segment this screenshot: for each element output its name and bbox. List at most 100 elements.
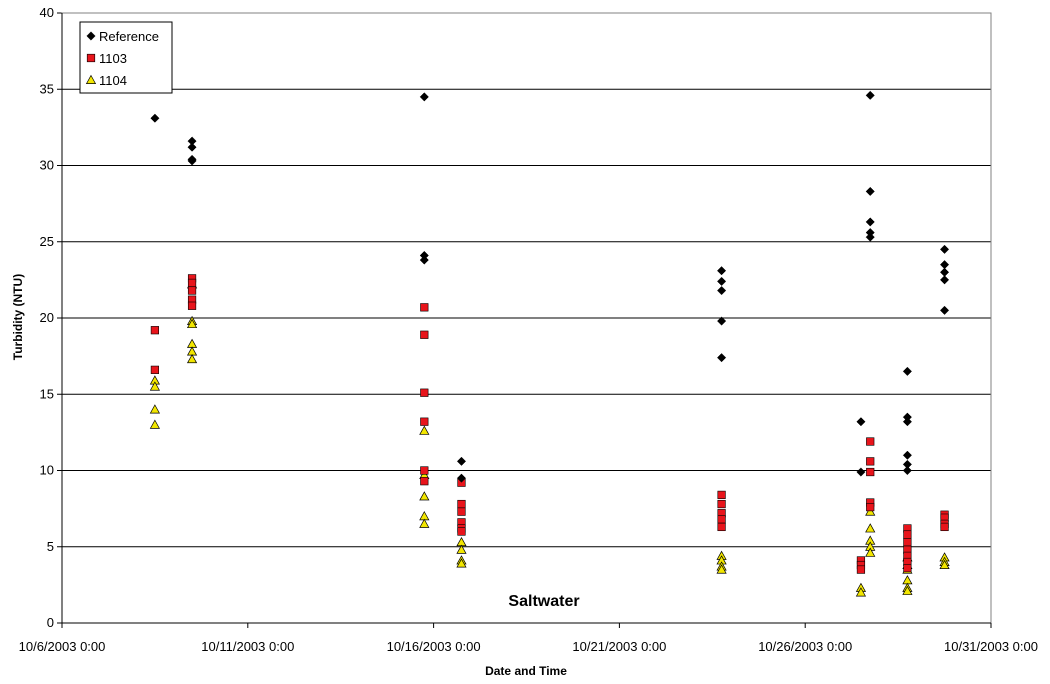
data-point bbox=[866, 437, 875, 446]
data-point bbox=[186, 353, 198, 364]
data-point bbox=[186, 346, 198, 356]
data-point bbox=[717, 266, 727, 276]
data-point bbox=[419, 255, 429, 265]
data-point bbox=[186, 318, 198, 329]
legend-label: 1103 bbox=[99, 51, 127, 66]
x-tick-label: 10/6/2003 0:00 bbox=[19, 639, 106, 654]
data-point bbox=[456, 473, 467, 483]
y-tick-label: 10 bbox=[40, 463, 54, 478]
data-point bbox=[865, 547, 876, 557]
data-point bbox=[939, 275, 950, 285]
data-point bbox=[187, 156, 197, 166]
data-point bbox=[865, 217, 875, 227]
legend-marker-reference bbox=[86, 31, 96, 41]
data-point bbox=[902, 366, 912, 376]
data-point bbox=[420, 417, 429, 426]
legend-items: Reference 1103 1104 bbox=[85, 29, 159, 88]
data-point bbox=[939, 559, 950, 570]
data-point bbox=[457, 527, 466, 536]
data-point bbox=[186, 338, 198, 348]
data-point bbox=[856, 417, 866, 427]
data-point bbox=[856, 565, 866, 574]
data-point bbox=[717, 285, 727, 296]
data-point bbox=[456, 536, 467, 547]
data-point bbox=[855, 587, 867, 597]
data-point bbox=[420, 466, 429, 475]
legend-marker-1103 bbox=[86, 53, 96, 63]
data-point bbox=[419, 518, 430, 528]
data-point bbox=[865, 523, 876, 533]
data-point bbox=[856, 467, 866, 477]
series-1103 bbox=[150, 274, 949, 574]
data-point bbox=[149, 404, 160, 414]
x-tick-label: 10/21/2003 0:00 bbox=[572, 639, 666, 654]
legend: Reference 1103 1104 bbox=[79, 21, 173, 94]
data-point bbox=[187, 286, 197, 295]
x-tick-label: 10/31/2003 0:00 bbox=[944, 639, 1038, 654]
data-point bbox=[903, 538, 912, 547]
data-point bbox=[866, 467, 875, 477]
data-point bbox=[716, 564, 727, 574]
y-tick-label: 5 bbox=[47, 539, 54, 554]
x-tick-label: 10/11/2003 0:00 bbox=[201, 639, 294, 654]
data-point bbox=[717, 499, 726, 509]
data-point bbox=[456, 544, 467, 554]
data-point bbox=[939, 305, 950, 315]
plot-layer: 0 5 10 15 20 25 30 35 40 10/6/2003 0:00 10/11/2003… bbox=[19, 5, 1038, 654]
y-axis-title: Turbidity (NTU) bbox=[11, 274, 25, 360]
data-point bbox=[187, 142, 197, 152]
data-point bbox=[717, 490, 726, 500]
data-point bbox=[717, 515, 726, 524]
data-point bbox=[149, 381, 160, 391]
data-point bbox=[187, 278, 197, 288]
data-point bbox=[149, 419, 160, 429]
x-tick-label: 10/26/2003 0:00 bbox=[758, 639, 852, 654]
data-point bbox=[902, 585, 913, 595]
data-point bbox=[456, 558, 467, 568]
data-point bbox=[939, 267, 950, 277]
series-reference bbox=[150, 90, 950, 483]
data-point bbox=[420, 388, 429, 397]
data-point bbox=[865, 90, 875, 100]
legend-box bbox=[79, 21, 173, 94]
data-point bbox=[457, 499, 466, 509]
y-tick-label: 20 bbox=[40, 310, 54, 325]
legend-marker-1104 bbox=[85, 74, 97, 84]
y-tick-label: 30 bbox=[40, 158, 54, 173]
data-point bbox=[457, 507, 466, 516]
data-point bbox=[150, 326, 160, 335]
data-point bbox=[903, 563, 912, 573]
data-point bbox=[420, 477, 429, 486]
data-point bbox=[865, 186, 875, 196]
data-point bbox=[420, 330, 429, 339]
y-tick-label: 0 bbox=[47, 615, 54, 630]
data-point bbox=[865, 506, 876, 516]
data-point bbox=[939, 244, 950, 254]
data-point bbox=[903, 530, 912, 539]
data-point bbox=[419, 92, 429, 102]
data-point bbox=[902, 575, 913, 585]
legend-label: 1104 bbox=[99, 73, 127, 88]
x-axis-title: Date and Time bbox=[485, 664, 567, 678]
series-1104 bbox=[149, 279, 950, 597]
data-point bbox=[420, 303, 429, 312]
data-point bbox=[419, 425, 430, 435]
data-point bbox=[902, 465, 912, 476]
data-point bbox=[717, 316, 727, 326]
data-point bbox=[902, 450, 912, 460]
y-tick-label: 25 bbox=[40, 234, 54, 249]
y-tick-label: 35 bbox=[40, 81, 54, 96]
y-tick-label: 15 bbox=[40, 386, 54, 401]
data-point bbox=[866, 502, 875, 512]
data-point bbox=[717, 276, 727, 286]
saltwater-annotation: Saltwater bbox=[508, 593, 579, 610]
data-point bbox=[717, 522, 726, 532]
data-point bbox=[717, 353, 727, 363]
data-point bbox=[456, 456, 467, 466]
data-point bbox=[419, 511, 430, 521]
data-point bbox=[939, 260, 950, 270]
data-point bbox=[866, 457, 875, 466]
data-point bbox=[902, 417, 912, 427]
data-point bbox=[150, 113, 160, 123]
